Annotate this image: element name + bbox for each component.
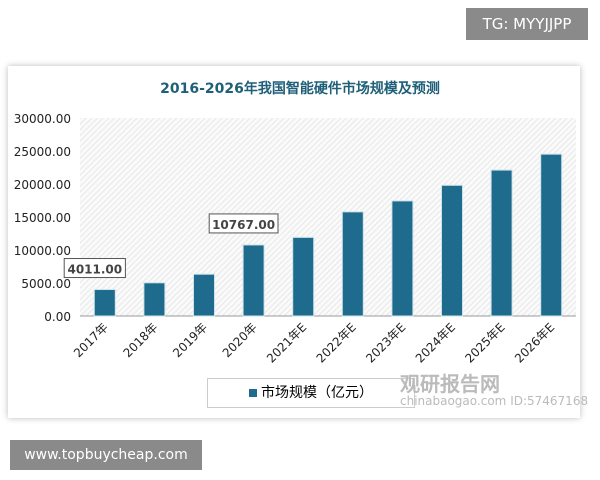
chart-title: 2016-2026年我国智能硬件市场规模及预测 (160, 80, 440, 97)
x-tick-label: 2025年E (462, 320, 507, 365)
data-label: 10767.00 (212, 218, 275, 232)
watermark-site: chinabaogao.com (400, 394, 507, 408)
legend-label: 市场规模（亿元） (261, 385, 373, 401)
bar (143, 282, 166, 317)
legend: 市场规模（亿元） (207, 378, 415, 408)
x-tick-label: 2019年 (170, 320, 210, 360)
bar (93, 289, 116, 317)
legend-swatch (249, 389, 257, 397)
y-tick-label: 5000.00 (21, 277, 71, 291)
data-label-box (63, 258, 126, 279)
tg-tag: TG: MYYJJPP (466, 8, 588, 40)
x-tick-label: 2017年 (71, 320, 111, 360)
bar (292, 236, 315, 317)
y-tick-label: 15000.00 (14, 211, 71, 225)
x-tick-label: 2023年E (363, 320, 408, 365)
y-tick-label: 10000.00 (14, 244, 71, 258)
y-tick-label: 0.00 (44, 310, 71, 324)
bar (193, 273, 215, 317)
x-tick-label: 2022年E (314, 320, 359, 365)
x-tick-label: 2021年E (264, 320, 309, 365)
link-banner[interactable]: www.topbuycheap.com (10, 440, 202, 470)
x-tick-label: 2026年E (512, 320, 557, 365)
x-tick-label: 2024年E (413, 320, 458, 365)
bar (341, 211, 364, 317)
bar (540, 153, 563, 317)
y-tick-label: 20000.00 (14, 178, 71, 192)
y-tick-label: 25000.00 (14, 145, 71, 159)
bar (441, 184, 463, 317)
y-tick-label: 30000.00 (14, 112, 71, 126)
bar (242, 244, 265, 317)
watermark-id: ID:57467168 (510, 394, 589, 408)
data-label-box (208, 213, 279, 234)
x-tick-label: 2020年 (220, 320, 260, 360)
data-label: 4011.00 (67, 263, 122, 277)
watermark-brand: 观研报告网 (400, 372, 500, 396)
bar (391, 200, 414, 317)
watermark-sub: chinabaogao.com ID:57467168 (400, 394, 588, 408)
x-tick-label: 2018年 (121, 320, 161, 360)
bar (490, 169, 513, 317)
